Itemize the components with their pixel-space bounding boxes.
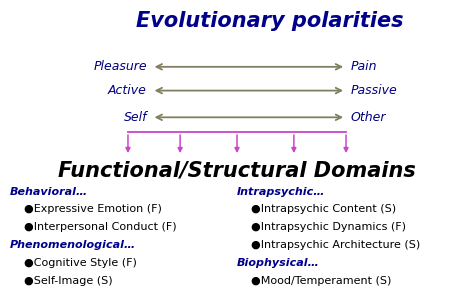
Text: Other: Other [351,111,386,124]
Text: Phenomenological…: Phenomenological… [9,240,136,250]
Text: ●Self-Image (S): ●Self-Image (S) [24,276,112,286]
Text: ●Mood/Temperament (S): ●Mood/Temperament (S) [251,276,392,286]
Text: Active: Active [108,84,147,97]
Text: Evolutionary polarities: Evolutionary polarities [137,11,404,31]
Text: ●Interpersonal Conduct (F): ●Interpersonal Conduct (F) [24,222,176,232]
Text: Self: Self [123,111,147,124]
Text: Functional/Structural Domains: Functional/Structural Domains [58,161,416,181]
Text: ●Intrapsychic Architecture (S): ●Intrapsychic Architecture (S) [251,240,420,250]
Text: ●Intrapsychic Dynamics (F): ●Intrapsychic Dynamics (F) [251,222,406,232]
Text: ●Cognitive Style (F): ●Cognitive Style (F) [24,258,137,268]
Text: Passive: Passive [351,84,398,97]
Text: ●Intrapsychic Content (S): ●Intrapsychic Content (S) [251,204,396,214]
Text: Pain: Pain [351,60,377,73]
Text: Intrapsychic…: Intrapsychic… [237,187,325,197]
Text: Pleasure: Pleasure [93,60,147,73]
Text: Behavioral…: Behavioral… [9,187,88,197]
Text: ●Expressive Emotion (F): ●Expressive Emotion (F) [24,204,162,214]
Text: Biophysical…: Biophysical… [237,258,320,268]
